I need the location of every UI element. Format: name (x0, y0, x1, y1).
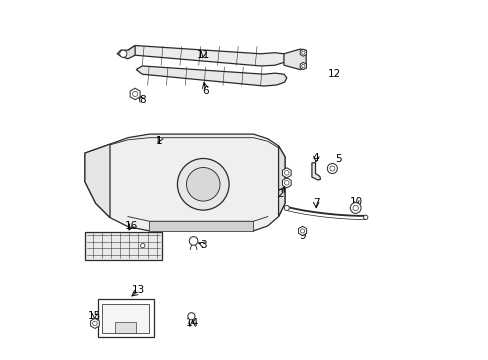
Polygon shape (117, 45, 135, 59)
Circle shape (349, 203, 360, 213)
Text: 6: 6 (202, 86, 209, 96)
Text: 16: 16 (124, 221, 138, 231)
Circle shape (284, 181, 288, 185)
Text: 10: 10 (349, 197, 362, 207)
Polygon shape (284, 49, 305, 69)
Polygon shape (282, 178, 290, 188)
Circle shape (186, 167, 220, 201)
Polygon shape (311, 163, 320, 180)
Text: 5: 5 (334, 154, 341, 164)
Polygon shape (128, 45, 286, 66)
Circle shape (363, 215, 367, 220)
Circle shape (132, 91, 138, 96)
Text: 15: 15 (88, 311, 101, 320)
Circle shape (141, 243, 144, 248)
Bar (102, 304, 149, 333)
Polygon shape (90, 319, 99, 328)
Polygon shape (130, 88, 140, 100)
Polygon shape (136, 66, 286, 86)
Polygon shape (300, 49, 306, 56)
Text: 1: 1 (156, 136, 162, 145)
Text: 2: 2 (277, 189, 283, 199)
Circle shape (300, 229, 304, 233)
Text: 8: 8 (139, 95, 145, 105)
Circle shape (177, 158, 228, 210)
Polygon shape (278, 146, 285, 217)
Circle shape (352, 205, 358, 211)
Text: 12: 12 (327, 69, 340, 79)
Polygon shape (149, 221, 253, 231)
Text: 11: 11 (196, 50, 209, 60)
Bar (115, 322, 136, 333)
Bar (98, 300, 153, 337)
Text: 4: 4 (312, 153, 319, 163)
Polygon shape (300, 62, 306, 69)
Bar (85, 231, 162, 260)
Circle shape (301, 51, 305, 54)
Polygon shape (298, 226, 306, 235)
Circle shape (326, 163, 337, 174)
Text: 9: 9 (299, 231, 305, 240)
Circle shape (301, 64, 305, 68)
Circle shape (187, 313, 195, 320)
Circle shape (120, 50, 126, 57)
Text: 14: 14 (185, 318, 199, 328)
Circle shape (284, 206, 289, 211)
Text: 3: 3 (200, 239, 206, 249)
Polygon shape (85, 144, 110, 218)
Circle shape (93, 321, 97, 326)
Circle shape (284, 171, 288, 175)
Text: 7: 7 (312, 198, 319, 208)
Polygon shape (85, 134, 285, 231)
Circle shape (329, 166, 334, 171)
Circle shape (189, 237, 198, 245)
Text: 13: 13 (132, 285, 145, 296)
Polygon shape (282, 168, 290, 178)
